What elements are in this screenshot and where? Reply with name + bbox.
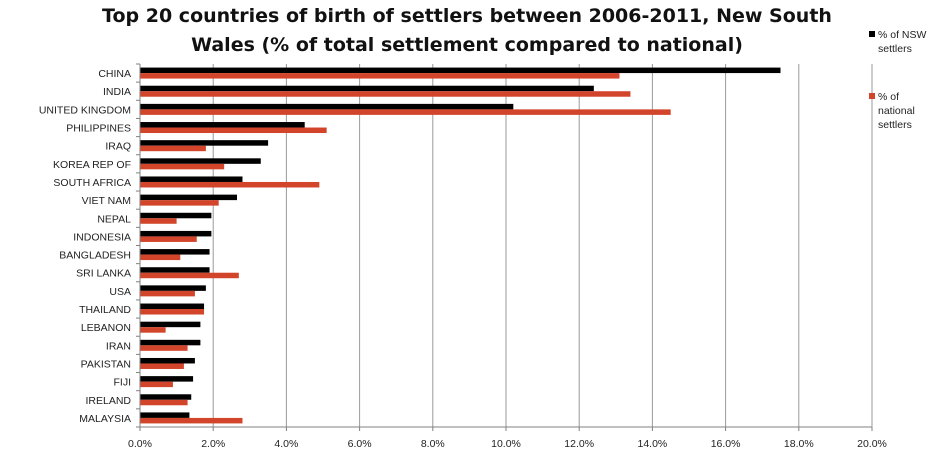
category-label: FIJI: [114, 377, 132, 389]
bar-national: [140, 254, 181, 261]
category-label: SOUTH AFRICA: [53, 177, 131, 189]
axes: [136, 63, 873, 431]
bar-nsw: [140, 122, 305, 128]
bar-national: [140, 145, 206, 152]
category-label: PAKISTAN: [81, 358, 131, 370]
category-label: INDONESIA: [73, 231, 131, 243]
category-label: NEPAL: [97, 213, 131, 225]
category-label: UNITED KINGDOM: [39, 104, 131, 116]
bar-national: [140, 417, 243, 424]
bar-nsw: [140, 249, 210, 255]
bar-nsw: [140, 212, 212, 219]
bar-nsw: [140, 394, 192, 400]
bar-nsw: [140, 67, 781, 74]
bar-national: [140, 345, 188, 351]
x-tick-label: 0.0%: [128, 438, 152, 450]
category-label: USA: [109, 286, 131, 298]
bar-national: [140, 236, 197, 242]
x-tick-label: 2.0%: [201, 438, 225, 450]
category-label: MALAYSIA: [79, 413, 131, 425]
bar-national: [140, 327, 166, 333]
category-label: LEBANON: [81, 322, 131, 334]
bar-nsw: [140, 140, 269, 146]
bar-national: [140, 181, 320, 188]
x-tick-label: 4.0%: [274, 438, 298, 450]
bar-national: [140, 163, 225, 170]
bar-national: [140, 127, 327, 134]
x-tick-label: 6.0%: [348, 438, 372, 450]
bar-nsw: [140, 357, 195, 364]
category-label: CHINA: [98, 68, 131, 80]
bar-nsw: [140, 103, 514, 110]
bar-national: [140, 109, 671, 115]
bar-national: [140, 290, 195, 297]
x-tick-label: 20.0%: [857, 438, 887, 450]
x-tick-label: 14.0%: [638, 438, 668, 450]
bar-national: [140, 91, 631, 97]
bar-national: [140, 272, 239, 279]
category-label: SRI LANKA: [76, 268, 131, 280]
bar-national: [140, 73, 620, 79]
bar-nsw: [140, 285, 206, 291]
bar-national: [140, 218, 177, 224]
category-label: KOREA REP OF: [53, 159, 131, 171]
bar-national: [140, 363, 184, 369]
x-tick-label: 8.0%: [421, 438, 445, 450]
bar-nsw: [140, 230, 212, 237]
chart-title-line: Top 20 countries of birth of settlers be…: [102, 5, 832, 27]
bar-national: [140, 399, 188, 406]
legend-label: % of: [878, 91, 899, 103]
category-label: IRAQ: [105, 141, 131, 153]
bar-nsw: [140, 267, 210, 273]
bar-nsw: [140, 376, 194, 382]
legend-label: % of NSW: [878, 29, 927, 41]
legend-swatch-nsw: [869, 31, 875, 37]
bar-national: [140, 381, 173, 388]
bars: [140, 67, 781, 424]
legend: % of NSW settlers % of national settlers: [869, 29, 927, 131]
bar-nsw: [140, 412, 190, 418]
bar-national: [140, 200, 219, 206]
gridlines: [212, 64, 873, 427]
bar-nsw: [140, 339, 201, 346]
category-label: INDIA: [103, 86, 131, 98]
category-label: BANGLADESH: [59, 250, 131, 262]
bar-nsw: [140, 303, 205, 310]
bar-nsw: [140, 194, 237, 201]
x-tick-label: 18.0%: [784, 438, 814, 450]
x-tick-label: 12.0%: [564, 438, 594, 450]
bar-nsw: [140, 321, 201, 328]
bar-nsw: [140, 158, 261, 164]
legend-label: settlers: [878, 119, 912, 131]
category-label: IRELAND: [85, 395, 131, 407]
bar-national: [140, 309, 205, 315]
category-label: THAILAND: [79, 304, 131, 316]
chart-title: Top 20 countries of birth of settlers be…: [102, 5, 832, 56]
category-label: PHILIPPINES: [66, 123, 131, 135]
x-tick-label: 16.0%: [711, 438, 741, 450]
bar-nsw: [140, 85, 594, 92]
x-tick-labels: 0.0% 2.0% 4.0% 6.0% 8.0% 10.0% 12.0% 14.0% 16.0%…: [128, 438, 887, 450]
category-labels: CHINA INDIA UNITED KINGDOM PHILIPPINES IRAQ K…: [39, 68, 132, 425]
legend-label: settlers: [878, 43, 912, 55]
category-label: VIET NAM: [82, 195, 131, 207]
chart-title-line: Wales (% of total settlement compared to…: [191, 34, 743, 56]
x-tick-label: 10.0%: [491, 438, 521, 450]
legend-swatch-national: [869, 93, 875, 99]
bar-nsw: [140, 176, 243, 182]
legend-label: national: [878, 105, 915, 117]
category-label: IRAN: [106, 340, 131, 352]
